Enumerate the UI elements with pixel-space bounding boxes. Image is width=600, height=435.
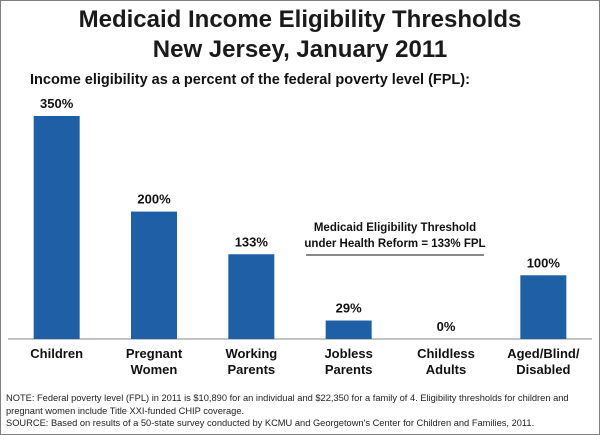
footnote: NOTE: Federal poverty level (FPL) in 201… <box>6 392 596 430</box>
footnote-source: SOURCE: Based on results of a 50-state s… <box>6 418 535 428</box>
bar-1 <box>131 211 177 339</box>
value-label-1: 200% <box>137 192 171 207</box>
chart-title: Medicaid Income Eligibility Thresholds <box>78 6 522 33</box>
value-label-4: 0% <box>437 319 456 334</box>
bar-0 <box>33 116 80 339</box>
bar-3 <box>325 320 372 339</box>
annotation-line-1: Medicaid Eligibility Threshold <box>314 222 476 234</box>
y-axis-label: Income eligibility as a percent of the f… <box>30 72 470 88</box>
category-label-5-0: Aged/Blind/ <box>507 346 580 361</box>
category-label-2-1: Parents <box>227 362 275 377</box>
category-label-3-0: Jobless <box>324 346 372 361</box>
category-label-2-0: Working <box>225 346 277 361</box>
value-label-3: 29% <box>336 301 362 316</box>
category-label-4-1: Adults <box>426 362 466 377</box>
chart-subtitle: New Jersey, January 2011 <box>152 36 448 63</box>
footnote-note-line-2: pregnant women include Title XXI-funded … <box>6 405 245 416</box>
category-label-1-1: Women <box>131 362 178 377</box>
category-label-4-0: Childless <box>417 346 475 361</box>
category-label-1-0: Pregnant <box>126 346 183 361</box>
category-label-5-1: Disabled <box>516 362 570 377</box>
annotation-line-2: under Health Reform = 133% FPL <box>304 238 485 250</box>
category-label-3-1: Parents <box>325 362 373 377</box>
value-label-5: 100% <box>527 255 561 270</box>
footnote-note-line-1: NOTE: Federal poverty level (FPL) in 201… <box>6 393 569 403</box>
bar-2 <box>228 254 275 339</box>
category-label-0-0: Children <box>30 346 83 361</box>
bar-5 <box>520 275 567 339</box>
value-label-0: 350% <box>40 96 74 111</box>
value-label-2: 133% <box>235 234 269 249</box>
